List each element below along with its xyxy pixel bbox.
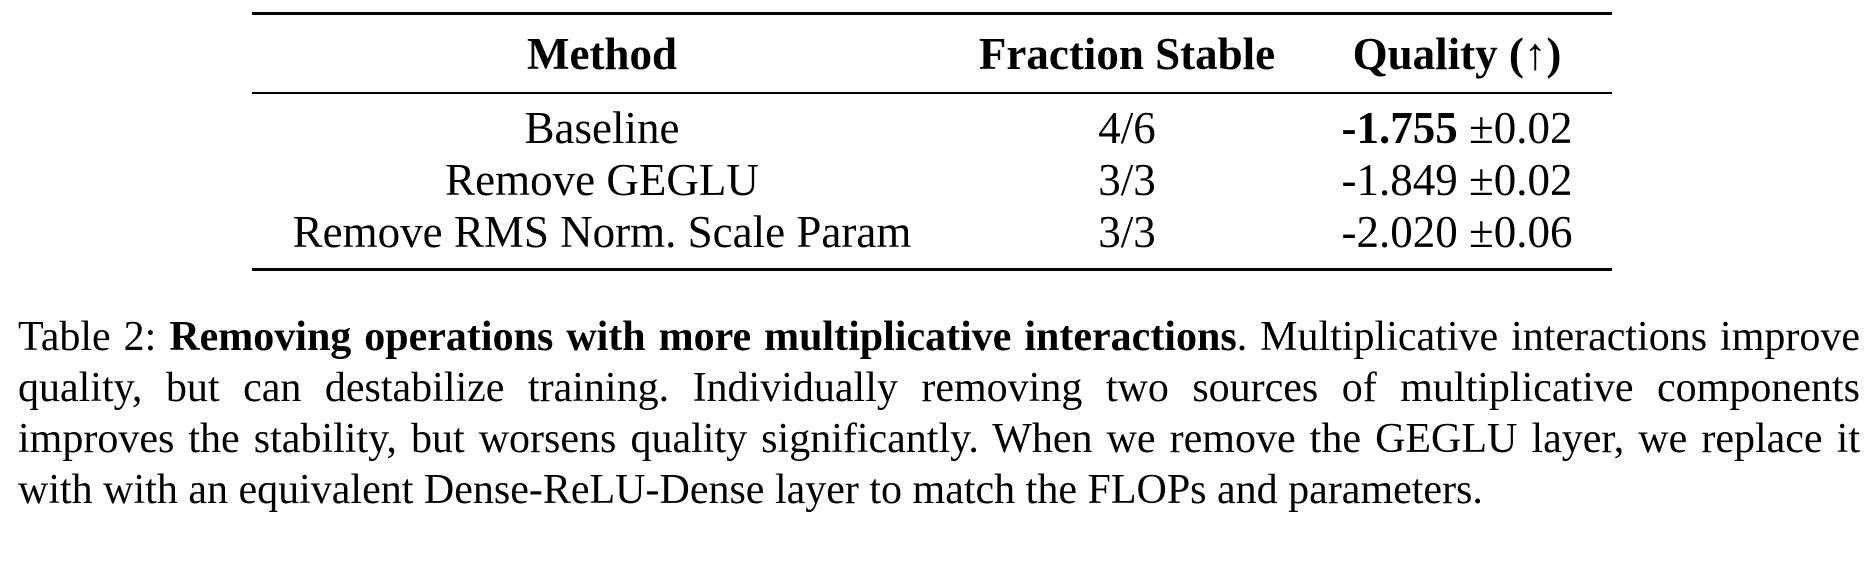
header-quality: Quality (↑) — [1352, 28, 1562, 79]
quality-error: ±0.02 — [1469, 155, 1573, 205]
cell-quality: -2.020 ±0.06 — [1302, 206, 1612, 258]
cell-method: Remove GEGLU — [445, 155, 759, 205]
table-header-row: Method Fraction Stable Quality (↑) — [252, 15, 1612, 92]
cell-fraction-stable: 3/3 — [1098, 155, 1156, 205]
header-method: Method — [527, 28, 677, 79]
quality-value: -2.020 — [1341, 207, 1458, 257]
cell-quality: -1.849 ±0.02 — [1302, 154, 1612, 206]
table-row: Baseline 4/6 -1.755 ±0.02 — [252, 102, 1612, 154]
table-bottom-rule — [252, 268, 1612, 271]
caption-title: Removing operations with more multiplica… — [169, 314, 1237, 360]
results-table: Method Fraction Stable Quality (↑) Basel… — [252, 12, 1612, 271]
table-row: Remove GEGLU 3/3 -1.849 ±0.02 — [252, 154, 1612, 206]
table-caption: Table 2: Removing operations with more m… — [18, 312, 1860, 516]
caption-label: Table 2: — [18, 314, 157, 360]
table-row: Remove RMS Norm. Scale Param 3/3 -2.020 … — [252, 206, 1612, 258]
quality-error: ±0.06 — [1469, 207, 1573, 257]
cell-method: Baseline — [524, 103, 680, 153]
table-mid-rule — [252, 92, 1612, 94]
cell-fraction-stable: 3/3 — [1098, 207, 1156, 257]
cell-quality: -1.755 ±0.02 — [1302, 102, 1612, 154]
quality-error: ±0.02 — [1469, 103, 1573, 153]
caption-body: . Multiplicative interactions improve qu… — [18, 314, 1860, 513]
cell-method: Remove RMS Norm. Scale Param — [292, 207, 912, 257]
cell-fraction-stable: 4/6 — [1098, 103, 1156, 153]
quality-value: -1.849 — [1341, 155, 1458, 205]
header-fraction-stable: Fraction Stable — [978, 28, 1276, 79]
table-top-rule — [252, 12, 1612, 15]
quality-value: -1.755 — [1341, 103, 1458, 153]
